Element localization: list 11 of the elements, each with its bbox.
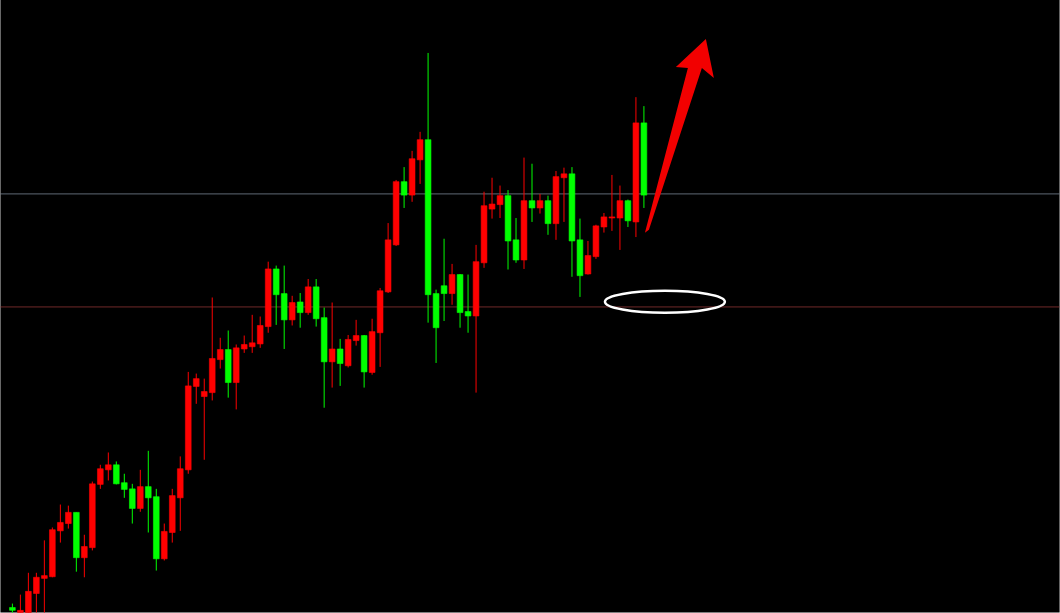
candlestick bbox=[336, 338, 344, 387]
candlestick bbox=[137, 469, 144, 513]
candlestick bbox=[528, 163, 536, 223]
candlestick bbox=[400, 166, 408, 209]
candlestick bbox=[624, 199, 632, 228]
candlestick bbox=[448, 263, 456, 306]
candlestick bbox=[536, 193, 544, 215]
candlestick bbox=[544, 195, 552, 236]
candlestick bbox=[289, 295, 296, 326]
candlestick bbox=[297, 292, 304, 329]
candlestick bbox=[328, 302, 336, 389]
